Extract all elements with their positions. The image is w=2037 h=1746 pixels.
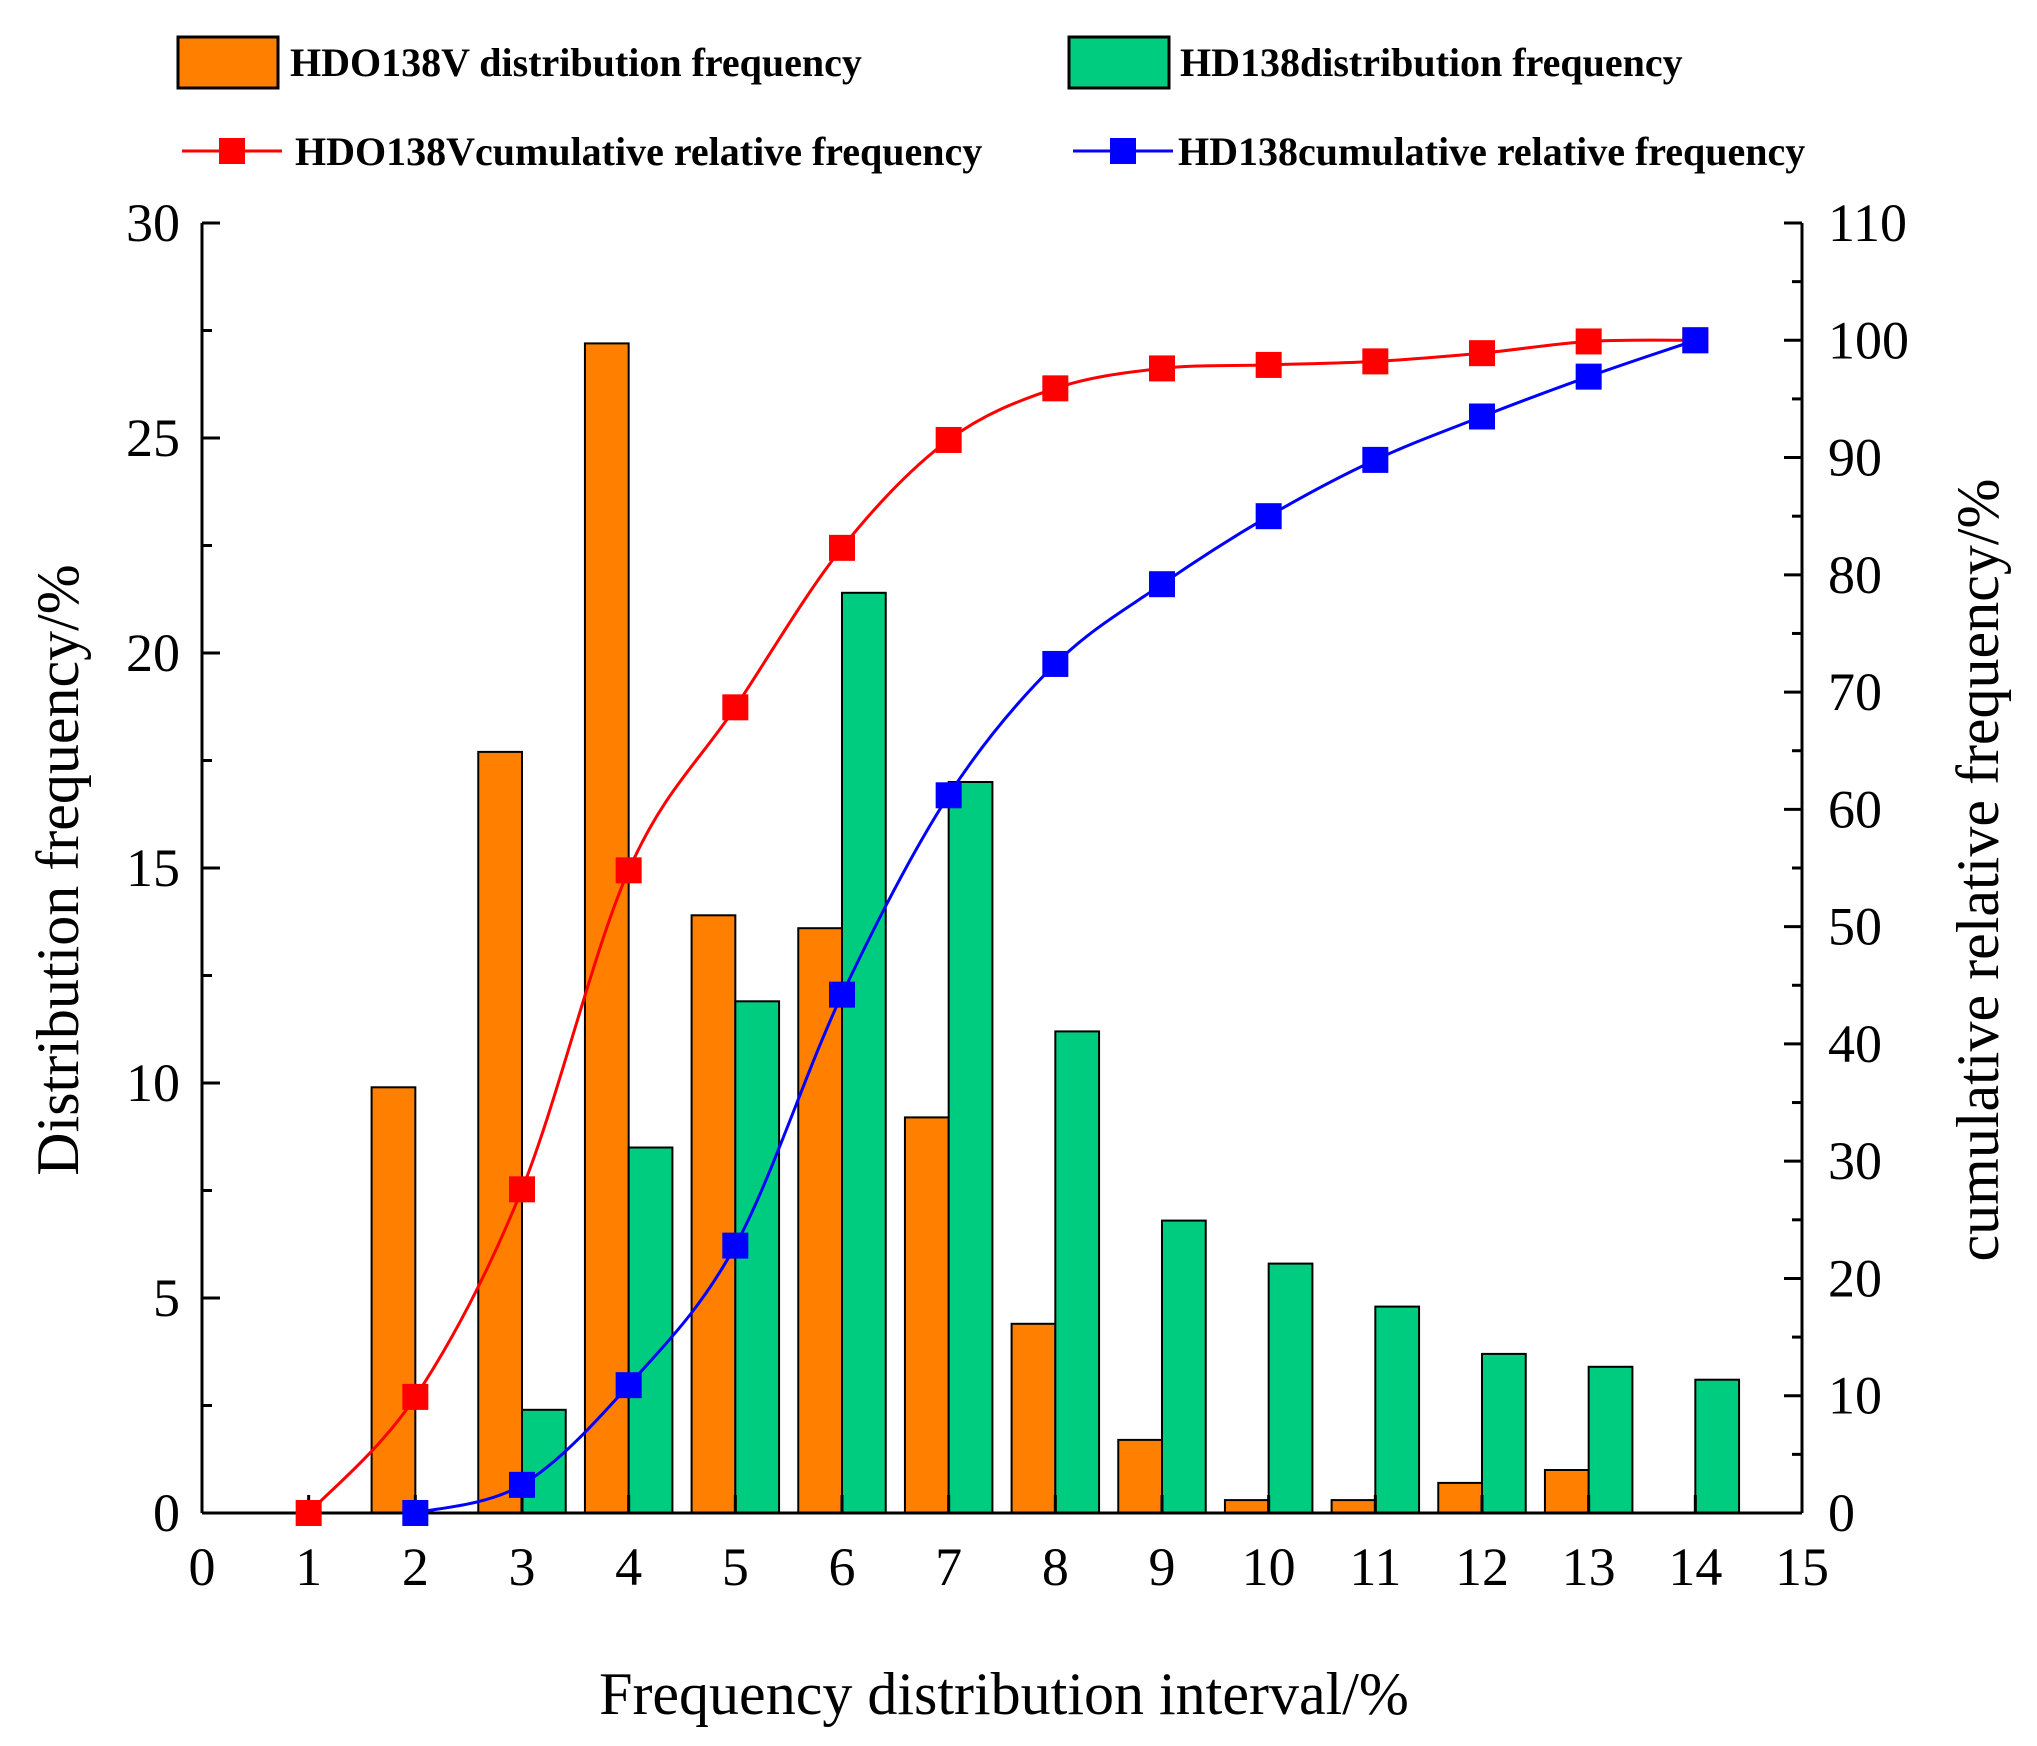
bar-1-9: [1117, 1438, 1164, 1515]
line-1-point-7: [935, 426, 962, 453]
line-1-point-5: [722, 694, 749, 721]
legend-label-line-2: HD138cumulative relative frequency: [1178, 129, 1805, 174]
bar-1-2: [370, 1086, 417, 1515]
line-2-point-4: [615, 1372, 642, 1399]
line-2-point-7: [935, 782, 962, 809]
left-y-tick-label-10: 10: [126, 1053, 180, 1113]
x-tick-label-9: 9: [1149, 1537, 1176, 1597]
left-y-tick-label-5: 5: [153, 1268, 180, 1328]
x-tick-label-12: 12: [1455, 1537, 1509, 1597]
bar-2-9: [1161, 1219, 1207, 1514]
bar-1-7: [903, 1116, 950, 1515]
right-y-tick-label-50: 50: [1828, 897, 1882, 957]
line-2-point-8: [1042, 650, 1069, 677]
x-tick-label-1: 1: [295, 1537, 322, 1597]
x-tick-label-4: 4: [615, 1537, 642, 1597]
left-y-tick-label-20: 20: [126, 623, 180, 683]
x-tick-label-2: 2: [402, 1537, 429, 1597]
x-tick-label-15: 15: [1775, 1537, 1829, 1597]
x-tick-label-13: 13: [1562, 1537, 1616, 1597]
legend-swatch-marker-1: [219, 138, 245, 164]
x-tick-label-6: 6: [829, 1537, 856, 1597]
line-1-point-11: [1362, 348, 1389, 375]
line-2-point-14: [1682, 327, 1709, 354]
legend-swatch-bar-2: [1067, 35, 1171, 90]
bar-1-13: [1543, 1469, 1590, 1514]
right-y-tick-label-70: 70: [1828, 662, 1882, 722]
right-y-tick-label-40: 40: [1828, 1014, 1882, 1074]
bar-1-6: [797, 927, 843, 1514]
right-y-axis-title: cumulative relative frequency/%: [1945, 479, 2011, 1262]
line-1-point-13: [1575, 328, 1602, 355]
x-tick-label-8: 8: [1042, 1537, 1069, 1597]
lines: [295, 327, 1709, 1526]
legend-swatch-marker-2: [1110, 138, 1136, 164]
bar-1-8: [1010, 1322, 1057, 1515]
x-axis-title: Frequency distribution interval/%: [599, 1661, 1409, 1727]
line-1-point-10: [1255, 351, 1282, 378]
bar-2-6: [841, 591, 887, 1514]
x-tick-label-14: 14: [1668, 1537, 1722, 1597]
legend-swatch-bar-1: [176, 35, 280, 90]
line-1-point-6: [829, 534, 855, 561]
legend-label-bar-2: HD138distribution frequency: [1180, 40, 1683, 85]
legend-label-bar-1: HDO138V distribution frequency: [290, 40, 862, 85]
line-2-point-6: [829, 981, 855, 1008]
left-y-axis-title: Distribution frequency/%: [25, 564, 91, 1176]
bar-2-13: [1587, 1365, 1634, 1515]
line-1-point-1: [295, 1500, 322, 1526]
right-y-tick-label-30: 30: [1828, 1131, 1882, 1191]
right-y-tick-label-0: 0: [1828, 1483, 1855, 1543]
bar-1-5: [690, 914, 737, 1514]
line-1-point-12: [1469, 340, 1495, 367]
line-2-point-10: [1255, 503, 1282, 530]
line-1-point-2: [402, 1383, 429, 1410]
bar-2-3: [521, 1408, 567, 1515]
right-y-tick-label-100: 100: [1828, 310, 1909, 370]
line-1-point-4: [615, 857, 642, 884]
line-2-point-3: [509, 1471, 535, 1498]
x-tick-label-7: 7: [935, 1537, 962, 1597]
line-1-point-3: [509, 1176, 535, 1203]
legend-label-line-1: HDO138Vcumulative relative frequency: [295, 129, 982, 174]
bar-2-14: [1694, 1378, 1741, 1514]
bar-1-12: [1437, 1481, 1484, 1515]
legend: HDO138V distribution frequency HD138distr…: [176, 35, 1805, 174]
bar-2-8: [1054, 1030, 1101, 1515]
line-2-point-5: [722, 1232, 749, 1259]
bar-2-7: [947, 781, 994, 1514]
axes: 0 1 2 3 4 5 6 7 8 9 10 11 12 13 14 15051015202530010203…: [126, 193, 1909, 1597]
right-y-tick-label-10: 10: [1828, 1366, 1882, 1426]
line-2-point-13: [1575, 363, 1602, 390]
x-tick-label-11: 11: [1349, 1537, 1401, 1597]
right-y-tick-label-110: 110: [1828, 193, 1907, 253]
line-2-point-9: [1149, 571, 1175, 598]
bar-2-12: [1481, 1352, 1527, 1515]
right-y-tick-label-20: 20: [1828, 1248, 1882, 1308]
x-tick-label-0: 0: [189, 1537, 216, 1597]
line-1-point-9: [1149, 355, 1175, 382]
line-1-point-8: [1042, 375, 1069, 402]
bar-1-3: [477, 750, 523, 1514]
x-tick-label-3: 3: [509, 1537, 536, 1597]
line-2-point-12: [1469, 403, 1495, 430]
bar-1-11: [1330, 1499, 1377, 1514]
line-2-point-2: [402, 1500, 429, 1526]
bar-1-10: [1223, 1499, 1270, 1514]
left-y-tick-label-30: 30: [126, 193, 180, 253]
bar-2-11: [1374, 1305, 1421, 1514]
right-y-tick-label-60: 60: [1828, 779, 1882, 839]
left-y-tick-label-0: 0: [153, 1483, 180, 1543]
right-y-tick-label-80: 80: [1828, 545, 1882, 605]
bar-2-10: [1267, 1262, 1314, 1514]
bars: [370, 342, 1741, 1515]
x-tick-label-10: 10: [1242, 1537, 1296, 1597]
left-y-tick-label-25: 25: [126, 408, 180, 468]
line-2-point-11: [1362, 446, 1389, 473]
x-tick-label-5: 5: [722, 1537, 749, 1597]
right-y-tick-label-90: 90: [1828, 428, 1882, 488]
bar-2-4: [627, 1146, 674, 1514]
left-y-tick-label-15: 15: [126, 838, 180, 898]
